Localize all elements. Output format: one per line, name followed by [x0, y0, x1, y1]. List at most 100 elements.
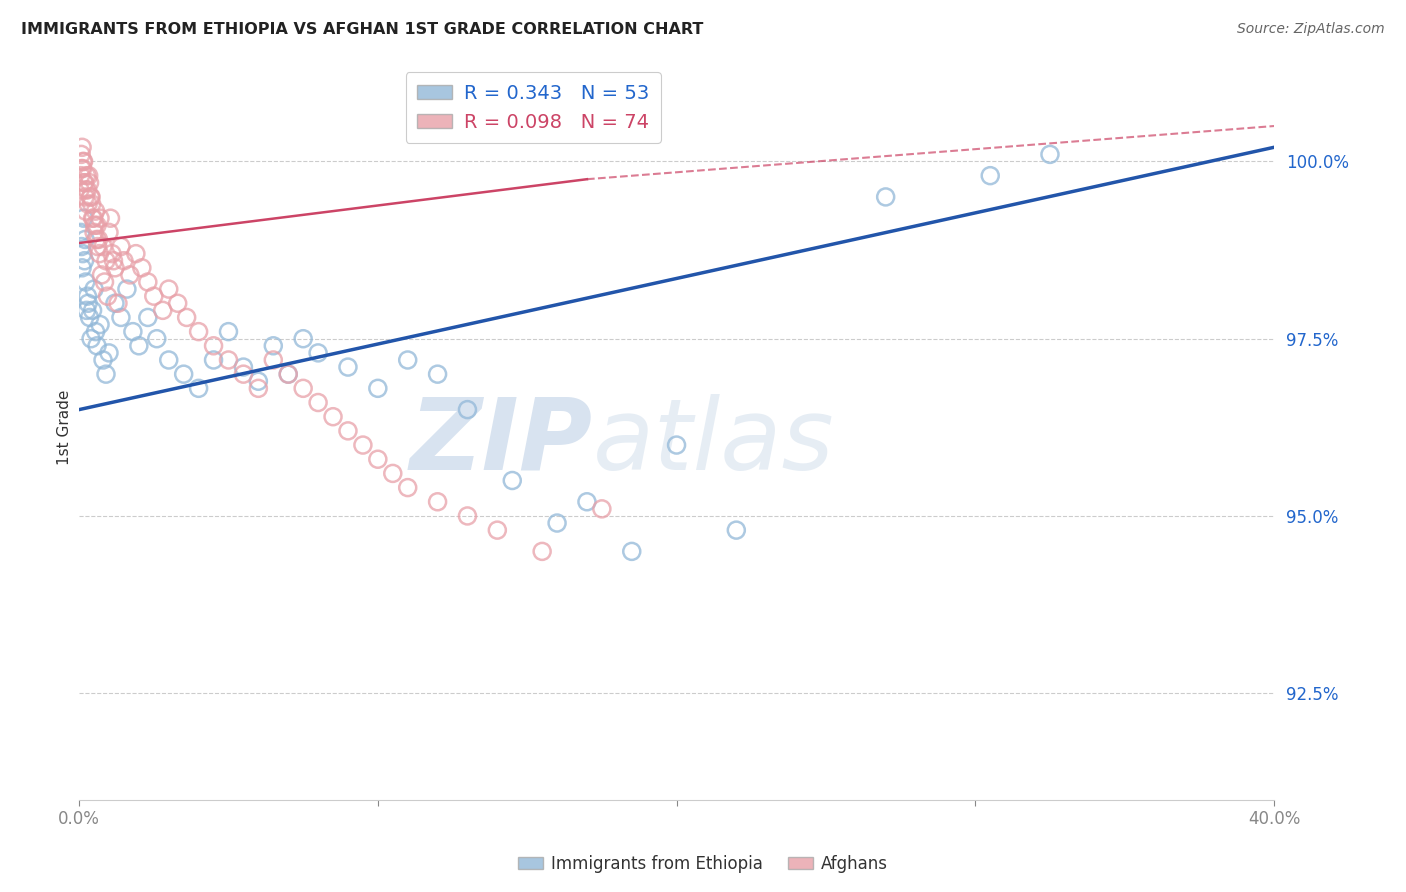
Point — [176, 310, 198, 325]
Point — [426, 495, 449, 509]
Point — [187, 325, 209, 339]
Point — [75, 204, 97, 219]
Point — [396, 353, 419, 368]
Point — [79, 310, 101, 325]
Point — [84, 325, 107, 339]
Point — [122, 325, 145, 339]
Point — [86, 219, 108, 233]
Point — [262, 353, 284, 368]
Point — [456, 402, 478, 417]
Point — [501, 474, 523, 488]
Point — [367, 452, 389, 467]
Point — [77, 296, 100, 310]
Point — [84, 204, 107, 219]
Text: Source: ZipAtlas.com: Source: ZipAtlas.com — [1237, 22, 1385, 37]
Point — [82, 211, 104, 226]
Point — [73, 176, 96, 190]
Point — [396, 481, 419, 495]
Point — [426, 367, 449, 381]
Point — [202, 353, 225, 368]
Point — [73, 176, 96, 190]
Point — [72, 211, 94, 226]
Point — [367, 381, 389, 395]
Point — [875, 190, 897, 204]
Point — [69, 183, 91, 197]
Point — [247, 381, 270, 395]
Point — [86, 232, 108, 246]
Point — [979, 169, 1001, 183]
Point — [77, 197, 100, 211]
Point — [73, 253, 96, 268]
Point — [118, 268, 141, 282]
Point — [620, 544, 643, 558]
Point — [91, 353, 114, 368]
Point — [232, 367, 254, 381]
Point — [96, 289, 118, 303]
Text: ZIP: ZIP — [411, 393, 593, 491]
Point — [69, 226, 91, 240]
Point — [69, 169, 91, 183]
Point — [1039, 147, 1062, 161]
Text: IMMIGRANTS FROM ETHIOPIA VS AFGHAN 1ST GRADE CORRELATION CHART: IMMIGRANTS FROM ETHIOPIA VS AFGHAN 1ST G… — [21, 22, 703, 37]
Point — [107, 296, 129, 310]
Point — [104, 296, 127, 310]
Point — [83, 219, 105, 233]
Point — [91, 239, 114, 253]
Point — [152, 303, 174, 318]
Point — [131, 260, 153, 275]
Point — [72, 154, 94, 169]
Point — [90, 268, 112, 282]
Point — [76, 169, 98, 183]
Point — [80, 197, 103, 211]
Point — [546, 516, 568, 530]
Point — [381, 467, 404, 481]
Point — [277, 367, 299, 381]
Point — [94, 367, 117, 381]
Legend: Immigrants from Ethiopia, Afghans: Immigrants from Ethiopia, Afghans — [510, 848, 896, 880]
Point — [86, 339, 108, 353]
Point — [89, 318, 111, 332]
Point — [80, 332, 103, 346]
Point — [110, 239, 132, 253]
Point — [79, 176, 101, 190]
Point — [76, 303, 98, 318]
Point — [352, 438, 374, 452]
Point — [128, 339, 150, 353]
Point — [87, 232, 110, 246]
Point — [575, 495, 598, 509]
Point — [82, 211, 104, 226]
Point — [166, 296, 188, 310]
Point — [89, 211, 111, 226]
Point — [115, 282, 138, 296]
Point — [79, 190, 101, 204]
Point — [83, 226, 105, 240]
Point — [187, 381, 209, 395]
Point — [77, 169, 100, 183]
Point — [70, 147, 93, 161]
Point — [247, 374, 270, 388]
Point — [72, 161, 94, 176]
Point — [322, 409, 344, 424]
Point — [75, 275, 97, 289]
Point — [112, 253, 135, 268]
Point — [101, 246, 124, 260]
Text: atlas: atlas — [593, 393, 835, 491]
Point — [292, 332, 315, 346]
Point — [157, 353, 180, 368]
Point — [725, 523, 748, 537]
Point — [70, 161, 93, 176]
Point — [157, 282, 180, 296]
Point — [142, 289, 165, 303]
Point — [292, 381, 315, 395]
Point — [136, 310, 159, 325]
Point — [94, 253, 117, 268]
Point — [125, 246, 148, 260]
Point — [76, 183, 98, 197]
Point — [70, 239, 93, 253]
Y-axis label: 1st Grade: 1st Grade — [58, 390, 72, 465]
Point — [307, 346, 329, 360]
Point — [531, 544, 554, 558]
Point — [98, 346, 121, 360]
Point — [218, 353, 240, 368]
Point — [232, 360, 254, 375]
